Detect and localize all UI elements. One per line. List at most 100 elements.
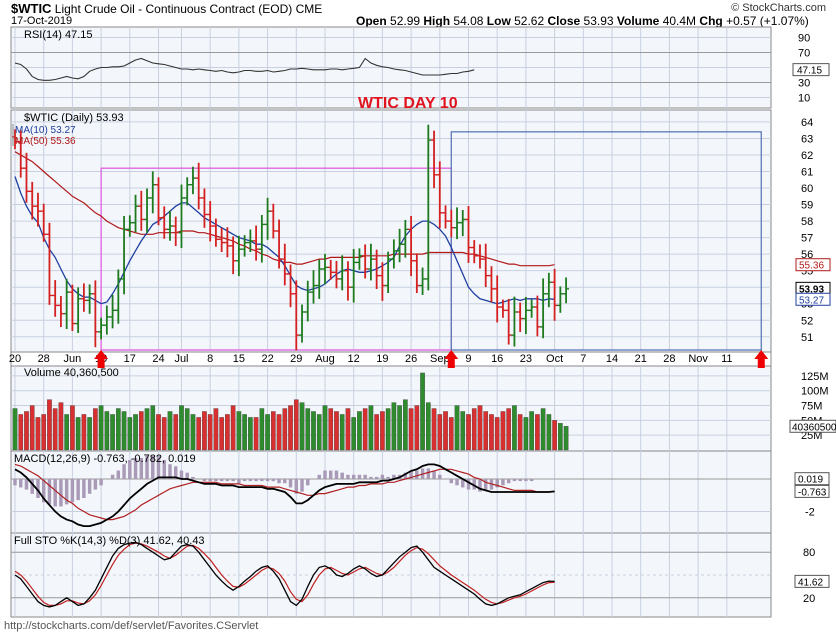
macd-histogram-bar [506,479,511,484]
volume-bar [282,408,288,451]
x-tick-label: Jun [64,353,82,365]
price-value-label: 53.27 [799,295,824,306]
volume-bar [351,417,356,451]
macd-histogram-bar [24,479,29,490]
volume-bar [18,414,24,451]
volume-bar [437,414,443,451]
macd-histogram-bar [214,479,218,482]
macd-histogram-bar [162,459,166,479]
macd-signal-line [14,463,555,521]
volume-bar [328,408,334,451]
x-tick-label: 24 [152,353,164,365]
volume-bar [408,408,414,451]
macd-histogram-bar [139,457,144,479]
macd-histogram-bar [237,479,241,484]
price-tick-label: 56 [801,249,813,261]
volume-bar [311,411,316,451]
chart-date: 17-Oct-2019 [11,15,73,27]
rsi-tick-label: 30 [798,78,810,90]
macd-histogram-bar [99,479,103,486]
macd-histogram-bar [191,476,195,479]
x-tick-label: Jul [174,353,188,365]
macd-histogram-bar [70,479,75,503]
sto-k-line [14,541,555,608]
price-tick-label: 61 [801,167,813,179]
volume-tick-label: 75M [801,401,822,413]
volume-bar [213,408,219,451]
volume-bar [219,417,224,451]
macd-histogram-bar [277,479,281,484]
volume-bar [75,417,81,451]
macd-histogram-bar [41,479,46,503]
macd-histogram-bar [478,479,482,492]
close-label: Close [547,14,581,28]
volume-bar [253,417,259,451]
x-tick-label: Sep [430,353,450,365]
macd-histogram-bar [248,479,253,482]
volume-bar [345,408,351,451]
volume-bar [110,414,115,451]
macd-histogram-bar [306,479,310,486]
volume-tick-label: 125M [801,371,829,383]
volume-bar [230,405,236,451]
macd-histogram-bar [300,479,304,492]
x-tick-label: 7 [580,353,586,365]
close-value: 53.93 [583,14,614,28]
volume-title: Volume 40,360,500 [24,367,119,379]
macd-histogram-bar [185,472,189,479]
macd-histogram-bar [357,474,362,479]
macd-histogram-bar [288,479,293,488]
macd-histogram-bar [202,479,207,482]
volume-bar [41,414,47,451]
macd-histogram-bar [374,476,379,479]
macd-histogram-bar [30,479,34,494]
volume-bar [552,420,557,451]
x-tick-label: 9 [465,353,471,365]
volume-bar [391,402,397,451]
volume-bar [202,411,207,451]
volume-bar [179,405,184,451]
macd-histogram-bar [47,479,52,505]
x-tick-label: 28 [38,353,50,365]
volume-bar [98,405,104,451]
macd-histogram-bar [317,474,321,479]
low-label: Low [486,14,511,28]
volume-bar [540,408,546,451]
volume-bar [322,405,328,451]
macd-tick-label: -0.763 [798,487,827,498]
up-arrow-annotation [444,350,459,368]
price-title: $WTIC (Daily) 53.93 [24,112,124,124]
volume-bar [167,411,173,451]
volume-bar [207,414,213,451]
x-tick-label: 21 [635,353,647,365]
volume-bar [374,414,379,451]
volume-tick-label: 100M [801,386,829,398]
volume-bar [517,414,523,451]
volume-bar [127,417,133,451]
volume-bar [448,417,454,451]
volume-bar [563,426,569,451]
macd-histogram-bar [110,474,115,479]
volume-bar [293,399,299,451]
macd-histogram-bar [392,474,396,479]
ma10-legend: MA(10) 53.27 [15,125,76,136]
volume-bar [144,408,150,451]
x-tick-label: 20 [9,353,21,365]
volume-bar [420,372,425,451]
macd-value-box [794,484,830,498]
macd-histogram-bar [59,479,63,507]
x-tick-label: Aug [315,353,335,365]
volume-bar [87,417,92,451]
macd-histogram-bar [380,474,385,479]
rsi-tick-label: 90 [798,33,810,45]
x-tick-label: 8 [207,353,213,365]
macd-histogram-bar [328,470,333,479]
macd-histogram-bar [369,476,373,479]
x-tick-label: 23 [520,353,532,365]
volume-bar [299,402,305,451]
macd-histogram-bar [283,479,287,484]
macd-histogram-bar [334,470,339,479]
macd-histogram-bar [53,479,57,507]
